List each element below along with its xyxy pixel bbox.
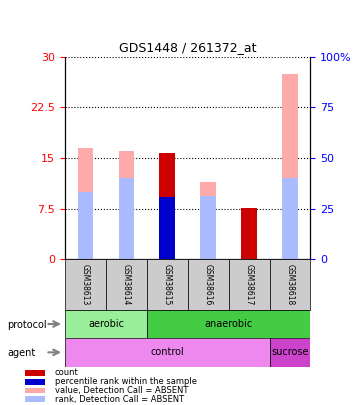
Bar: [78, 148, 93, 259]
Bar: [282, 74, 298, 259]
Bar: [25, 396, 45, 402]
Text: anaerobic: anaerobic: [205, 319, 253, 329]
FancyBboxPatch shape: [270, 259, 310, 310]
Bar: [282, 178, 298, 259]
Bar: [200, 196, 216, 259]
FancyBboxPatch shape: [229, 259, 270, 310]
Text: aerobic: aerobic: [88, 319, 124, 329]
Text: control: control: [151, 347, 184, 357]
Bar: [118, 151, 134, 259]
FancyBboxPatch shape: [270, 338, 310, 367]
Bar: [118, 178, 134, 259]
Text: GSM38613: GSM38613: [81, 264, 90, 305]
FancyBboxPatch shape: [65, 259, 106, 310]
Bar: [25, 379, 45, 385]
Bar: [241, 208, 257, 259]
Bar: [160, 153, 175, 259]
Text: GSM38616: GSM38616: [204, 264, 213, 305]
FancyBboxPatch shape: [188, 259, 229, 310]
Text: GSM38614: GSM38614: [122, 264, 131, 305]
Text: sucrose: sucrose: [271, 347, 309, 357]
Text: count: count: [55, 369, 78, 377]
Bar: [78, 192, 93, 259]
Text: agent: agent: [7, 348, 35, 358]
Bar: [25, 370, 45, 376]
FancyBboxPatch shape: [106, 259, 147, 310]
Title: GDS1448 / 261372_at: GDS1448 / 261372_at: [119, 41, 256, 54]
FancyBboxPatch shape: [147, 259, 188, 310]
FancyBboxPatch shape: [147, 310, 310, 338]
Text: GSM38617: GSM38617: [245, 264, 253, 305]
Text: percentile rank within the sample: percentile rank within the sample: [55, 377, 197, 386]
Bar: [160, 197, 175, 259]
FancyBboxPatch shape: [65, 338, 270, 367]
Bar: [25, 388, 45, 393]
Text: protocol: protocol: [7, 320, 47, 330]
Text: GSM38618: GSM38618: [286, 264, 295, 305]
Bar: [200, 181, 216, 259]
Text: GSM38615: GSM38615: [163, 264, 172, 305]
Text: value, Detection Call = ABSENT: value, Detection Call = ABSENT: [55, 386, 188, 395]
FancyBboxPatch shape: [65, 310, 147, 338]
Text: rank, Detection Call = ABSENT: rank, Detection Call = ABSENT: [55, 394, 184, 404]
